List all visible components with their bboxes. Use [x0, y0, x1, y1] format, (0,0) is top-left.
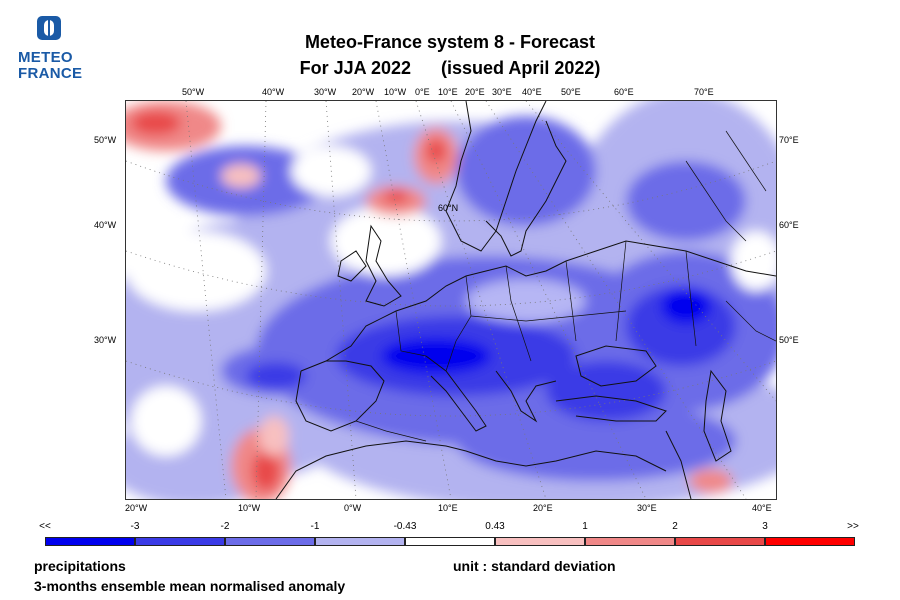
- unit-label: unit : standard deviation: [453, 558, 616, 574]
- bottom-lon-label: 40°E: [752, 503, 772, 513]
- meteo-france-logo: METEO FRANCE: [14, 16, 86, 86]
- anomaly-field: [126, 101, 776, 499]
- colorbar-segment: [135, 537, 225, 546]
- logo-line2: FRANCE: [18, 65, 83, 82]
- colorbar-label: -2: [220, 521, 230, 532]
- colorbar-label: -1: [310, 521, 320, 532]
- top-lon-label: 0°E: [415, 87, 430, 97]
- colorbar-label: 3: [762, 521, 768, 532]
- top-lon-label: 20°E: [465, 87, 485, 97]
- colorbar-segment: [315, 537, 405, 546]
- bottom-lon-label: 0°W: [344, 503, 362, 513]
- center-lat-label: 60°N: [438, 203, 459, 213]
- right-label: 50°E: [779, 335, 799, 345]
- top-lon-label: 60°E: [614, 87, 634, 97]
- colorbar-segment: [765, 537, 855, 546]
- description-label: 3-months ensemble mean normalised anomal…: [34, 578, 346, 594]
- colorbar-segment: [405, 537, 495, 546]
- top-lon-label: 40°E: [522, 87, 542, 97]
- colorbar-segment: [225, 537, 315, 546]
- top-lon-label: 50°E: [561, 87, 581, 97]
- title-line1: Meteo-France system 8 - Forecast: [304, 32, 596, 52]
- colorbar-label: <<: [39, 521, 51, 532]
- colorbar-label: >>: [847, 521, 859, 532]
- logo-line1: METEO: [18, 49, 73, 66]
- top-lon-label: 40°W: [262, 87, 285, 97]
- top-lon-label: 20°W: [352, 87, 375, 97]
- right-label: 70°E: [779, 135, 799, 145]
- bottom-lon-label: 10°E: [438, 503, 458, 513]
- top-lon-label: 50°W: [182, 87, 205, 97]
- left-label: 40°W: [94, 220, 117, 230]
- colorbar-label: -3: [130, 521, 140, 532]
- bottom-lon-label: 30°E: [637, 503, 657, 513]
- variable-label: precipitations: [34, 558, 126, 574]
- top-lon-label: 10°E: [438, 87, 458, 97]
- colorbar-segment: [585, 537, 675, 546]
- top-lon-label: 30°E: [492, 87, 512, 97]
- anomaly-map: [125, 100, 777, 500]
- title-line2: For JJA 2022 (issued April 2022): [299, 58, 601, 78]
- bottom-lon-label: 20°E: [533, 503, 553, 513]
- colorbar-label: -0.43: [393, 521, 417, 532]
- right-label: 60°E: [779, 220, 799, 230]
- bottom-lon-label: 10°W: [238, 503, 261, 513]
- colorbar-label: 2: [672, 521, 678, 532]
- colorbar-segment: [495, 537, 585, 546]
- graticule: [126, 101, 776, 499]
- top-lon-label: 70°E: [694, 87, 714, 97]
- bottom-lon-label: 20°W: [125, 503, 148, 513]
- colorbar-label: 1: [582, 521, 588, 532]
- top-lon-label: 10°W: [384, 87, 407, 97]
- logo-text: METEO FRANCE: [18, 50, 82, 82]
- left-label: 30°W: [94, 335, 117, 345]
- top-lon-label: 30°W: [314, 87, 337, 97]
- coastlines: [275, 101, 776, 499]
- colorbar-label: 0.43: [485, 521, 505, 532]
- colorbar-segment: [675, 537, 765, 546]
- meteo-france-emblem-icon: [37, 16, 61, 40]
- colorbar-segment: [45, 537, 135, 546]
- left-label: 50°W: [94, 135, 117, 145]
